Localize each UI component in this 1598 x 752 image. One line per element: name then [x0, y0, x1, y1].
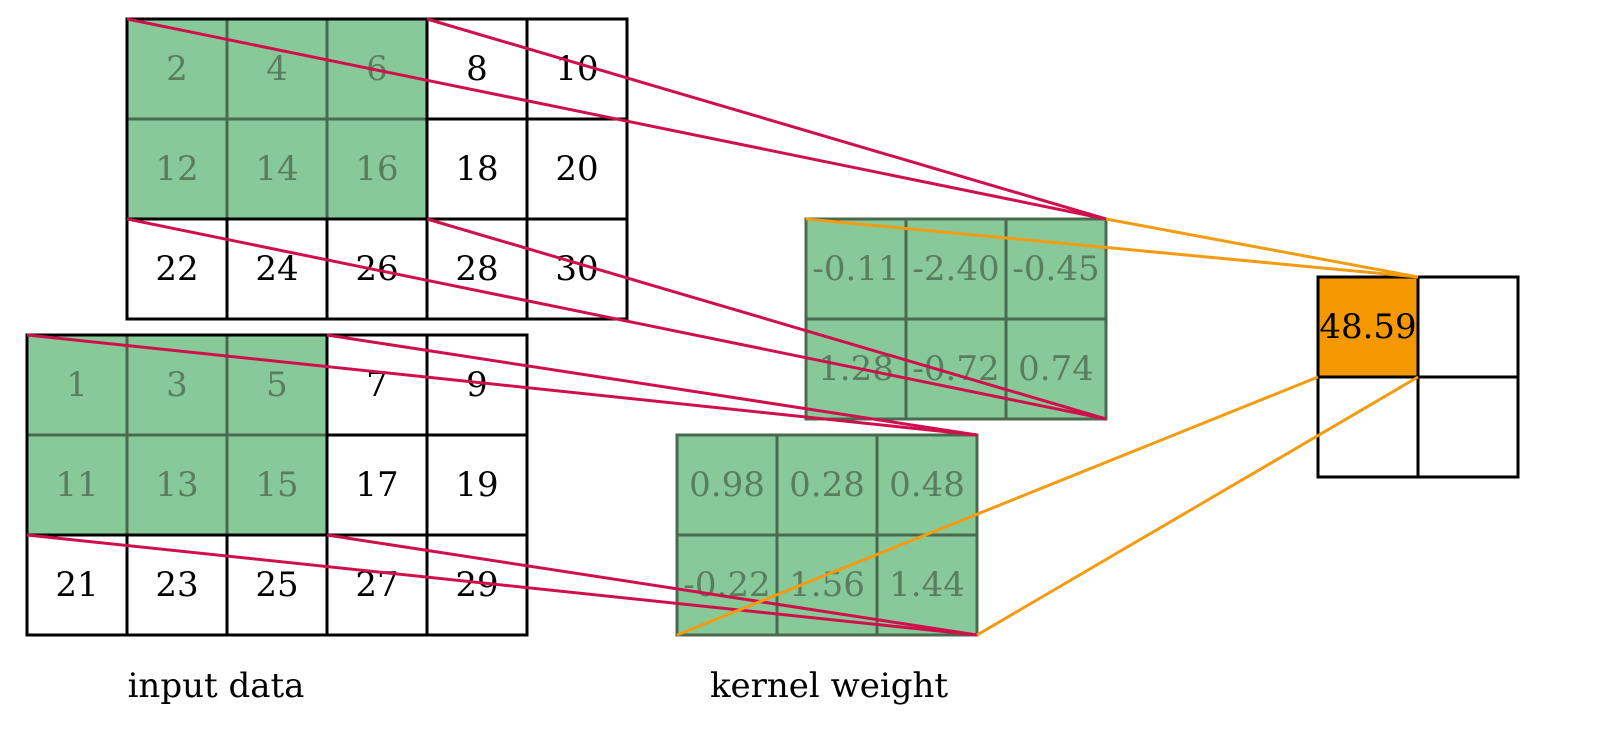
red-connector-line [26, 533, 978, 637]
red-connector-line [426, 217, 1107, 421]
red-connector-line [126, 17, 1107, 221]
input-grid-back-cell-value: 7 [366, 365, 388, 405]
input-grid-back-cell-value: 15 [255, 465, 298, 505]
input-grid-front-cell [225, 17, 329, 121]
kernel-weight-caption: kernel weight [710, 666, 948, 706]
input-grid-back-cell-value: 17 [355, 465, 398, 505]
input-grid-front-cell-value: 24 [255, 249, 298, 289]
input-grid-front-cell [225, 117, 329, 221]
kernel-grid-front-cell-value: -2.40 [912, 249, 999, 289]
input-grid-back-cell-value: 3 [166, 365, 188, 405]
input-grid-back-cell [425, 433, 529, 537]
input-grid-back-cell-value: 21 [55, 565, 98, 605]
kernel-grid-front: -0.11-2.40-0.451.28-0.720.74 [804, 217, 1108, 421]
input-grid-front-cell-value: 8 [466, 49, 488, 89]
kernel-grid-back-cell [875, 433, 979, 537]
input-grid-front-border [125, 17, 629, 321]
input-grid-front-cell-value: 16 [355, 149, 398, 189]
grids-layer: 1357911131517192123252729246810121416182… [25, 17, 1520, 637]
input-data-caption: input data [128, 666, 305, 706]
kernel-grid-back-cell-value: 0.98 [689, 465, 765, 505]
input-grid-back-cell [225, 333, 329, 437]
red-connector-line [326, 333, 978, 437]
input-grid-back-cell-value: 23 [155, 565, 198, 605]
kernel-grid-front-cell-value: -0.11 [812, 249, 899, 289]
input-grid-front-cell-value: 14 [255, 149, 298, 189]
red-connector-line [326, 533, 978, 637]
input-grid-back-cell [225, 533, 329, 637]
input-grid-front-cell-value: 22 [155, 249, 198, 289]
orange-connector-line [1105, 217, 1419, 279]
kernel-grid-back-cell-value: 1.44 [889, 565, 965, 605]
connector-lines [26, 17, 1419, 637]
input-grid-back-cell-value: 5 [266, 365, 288, 405]
input-grid-front-cell-value: 4 [266, 49, 288, 89]
input-grid-front-cell-value: 18 [455, 149, 498, 189]
orange-connector-line [676, 375, 1319, 637]
input-grid-back-cell-value: 1 [66, 365, 88, 405]
input-grid-back-cell [325, 533, 429, 637]
kernel-grid-back: 0.98 0.28 0.48-0.22 1.56 1.44 [675, 433, 979, 637]
input-grid-front: 24681012141618202224262830 [125, 17, 629, 321]
kernel-grid-back-cell [675, 433, 779, 537]
kernel-grid-front-cell [1004, 217, 1108, 321]
kernel-grid-front-cell-value: -0.45 [1012, 249, 1099, 289]
kernel-grid-front-border [804, 217, 1108, 421]
input-grid-front-cell-value: 20 [555, 149, 598, 189]
orange-connector-line [976, 375, 1419, 637]
input-grid-front-cell-value: 2 [166, 49, 188, 89]
input-grid-back-cell [225, 433, 329, 537]
kernel-grid-back-cell [675, 533, 779, 637]
input-grid-back-cell-value: 13 [155, 465, 198, 505]
kernel-grid-front-cell-value: 0.74 [1018, 349, 1094, 389]
input-grid-back-cell-value: 9 [466, 365, 488, 405]
input-grid-front-cell [225, 217, 329, 321]
kernel-grid-back-cell-value: -0.22 [683, 565, 770, 605]
input-grid-front-cell-value: 28 [455, 249, 498, 289]
input-grid-front-cell [425, 117, 529, 221]
orange-connector-line [805, 217, 1419, 279]
output-grid-cell-value: 48.59 [1319, 307, 1416, 347]
kernel-grid-back-cell-value: 0.28 [789, 465, 865, 505]
input-grid-front-cell-value: 12 [155, 149, 198, 189]
input-grid-front-cell-value: 10 [555, 49, 598, 89]
input-grid-back-cell-value: 19 [455, 465, 498, 505]
output-grid: 48.59 [1316, 275, 1520, 479]
input-grid-back-cell-value: 25 [255, 565, 298, 605]
input-grid-back-border [25, 333, 529, 637]
kernel-grid-front-cell [904, 317, 1008, 421]
input-grid-front-cell-value: 30 [555, 249, 598, 289]
red-connector-line [26, 333, 978, 437]
kernel-grid-back-cell [775, 433, 879, 537]
red-connector-line [426, 17, 1107, 221]
red-connector-line [126, 217, 1107, 421]
kernel-grid-back-cell-value: 0.48 [889, 465, 965, 505]
output-grid-cell [1416, 275, 1520, 379]
output-grid-cell [1416, 375, 1520, 479]
kernel-grid-back-border [675, 433, 979, 637]
input-grid-front-cell [525, 17, 629, 121]
input-grid-back-cell-value: 11 [55, 465, 98, 505]
